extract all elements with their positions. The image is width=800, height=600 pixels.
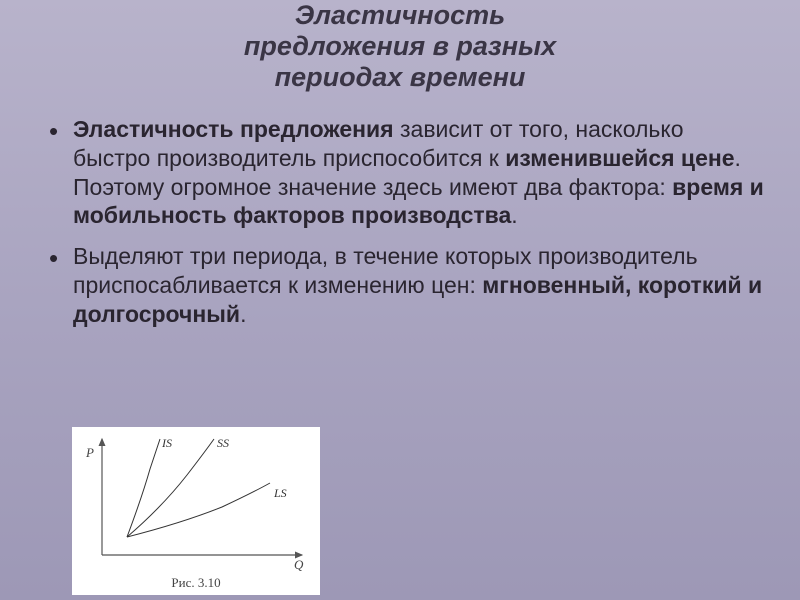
title-line2: предложения в разных — [244, 31, 556, 61]
list-item: Выделяют три периода, в течение которых … — [45, 242, 765, 328]
svg-text:P: P — [85, 445, 94, 460]
slide-body: Эластичность предложения зависит от того… — [45, 115, 765, 340]
title-line1: Эластичность — [295, 0, 505, 30]
chart-figure: Q P IS SS LS Рис. 3.10 — [72, 427, 320, 595]
svg-text:SS: SS — [217, 436, 229, 450]
text-run: . — [511, 202, 517, 228]
svg-text:IS: IS — [161, 436, 172, 450]
list-item: Эластичность предложения зависит от того… — [45, 115, 765, 230]
svg-text:Q: Q — [294, 557, 304, 572]
chart-svg: Q P IS SS LS — [72, 427, 320, 577]
text-run: изменившейся цене — [505, 145, 734, 171]
slide-title: Эластичность предложения в разных период… — [0, 0, 800, 93]
bullet-list: Эластичность предложения зависит от того… — [45, 115, 765, 328]
text-run: . — [240, 301, 246, 327]
title-line3: периодах времени — [275, 62, 526, 92]
chart-caption: Рис. 3.10 — [72, 575, 320, 591]
text-run: Эластичность предложения — [73, 116, 394, 142]
svg-text:LS: LS — [273, 486, 287, 500]
